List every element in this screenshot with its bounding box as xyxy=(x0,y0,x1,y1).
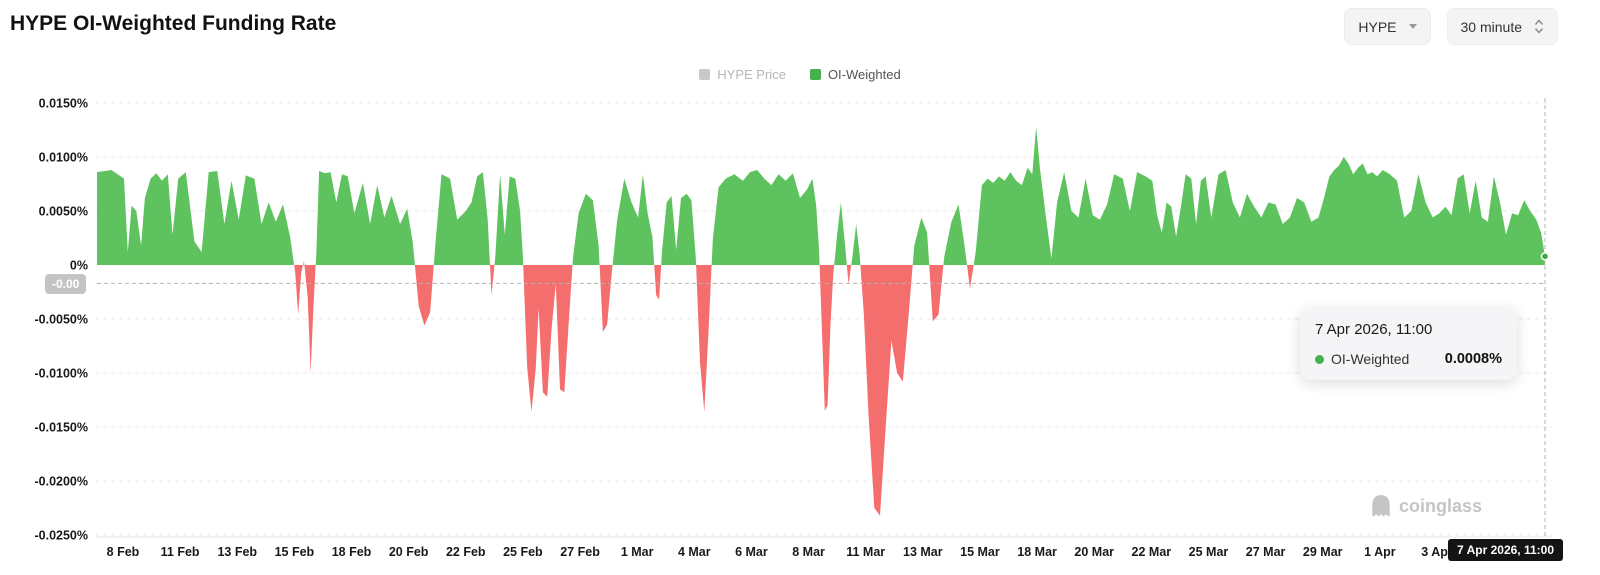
svg-text:8 Feb: 8 Feb xyxy=(107,545,140,559)
x-axis-labels: 8 Feb 11 Feb 13 Feb 15 Feb 18 Feb 20 Feb 22 Fe… xyxy=(107,545,1453,559)
svg-text:-0.0100%: -0.0100% xyxy=(34,367,88,381)
svg-text:22 Feb: 22 Feb xyxy=(446,545,486,559)
coinglass-logo-icon xyxy=(1372,495,1390,517)
crosshair xyxy=(97,98,1546,537)
chart-tooltip: 7 Apr 2026, 11:00 OI-Weighted 0.0008% xyxy=(1300,308,1517,380)
svg-text:0.0150%: 0.0150% xyxy=(39,97,88,111)
svg-text:20 Mar: 20 Mar xyxy=(1074,545,1114,559)
svg-text:0.0100%: 0.0100% xyxy=(39,151,88,165)
svg-text:0.0050%: 0.0050% xyxy=(39,205,88,219)
legend-label: HYPE Price xyxy=(717,67,786,82)
legend-item-oi-weighted[interactable]: OI-Weighted xyxy=(809,67,901,82)
svg-text:29 Mar: 29 Mar xyxy=(1303,545,1343,559)
svg-text:11 Mar: 11 Mar xyxy=(846,545,885,559)
svg-text:20 Feb: 20 Feb xyxy=(389,545,429,559)
svg-text:1 Mar: 1 Mar xyxy=(621,545,654,559)
coin-select-value: HYPE xyxy=(1358,18,1397,35)
tooltip-date: 7 Apr 2026, 11:00 xyxy=(1315,321,1433,338)
svg-text:18 Feb: 18 Feb xyxy=(332,545,372,559)
svg-text:15 Feb: 15 Feb xyxy=(275,545,315,559)
coin-select[interactable]: HYPE xyxy=(1344,8,1431,45)
svg-text:27 Mar: 27 Mar xyxy=(1246,545,1286,559)
last-point-marker xyxy=(1540,252,1550,261)
svg-text:-0.0250%: -0.0250% xyxy=(34,529,88,543)
interval-select-value: 30 minute xyxy=(1460,18,1522,35)
oi-weighted-swatch-icon xyxy=(809,69,821,80)
crosshair-y-badge: -0.00 xyxy=(45,274,87,294)
svg-text:3 Apr: 3 Apr xyxy=(1421,545,1453,559)
svg-text:25 Feb: 25 Feb xyxy=(503,545,543,559)
legend-item-hype-price[interactable]: HYPE Price xyxy=(699,67,786,82)
watermark-text: coinglass xyxy=(1398,495,1482,516)
tooltip-series-label: OI-Weighted xyxy=(1331,351,1410,367)
svg-text:-0.0150%: -0.0150% xyxy=(34,421,88,435)
tooltip-series-value: 0.0008% xyxy=(1444,351,1502,367)
watermark: coinglass xyxy=(1370,494,1482,518)
area-negative xyxy=(97,265,1545,516)
svg-text:25 Mar: 25 Mar xyxy=(1189,545,1229,559)
svg-text:6 Mar: 6 Mar xyxy=(735,545,768,559)
series-dot-icon xyxy=(1315,354,1324,364)
svg-text:-0.0050%: -0.0050% xyxy=(34,313,88,327)
area-positive xyxy=(97,126,1545,265)
svg-text:4 Mar: 4 Mar xyxy=(678,545,711,559)
interval-select[interactable]: 30 minute xyxy=(1446,8,1558,45)
svg-text:15 Mar: 15 Mar xyxy=(960,545,1000,559)
chart-controls: HYPE 30 minute xyxy=(1344,8,1558,45)
chevron-down-icon xyxy=(1408,24,1417,29)
page-title: HYPE OI-Weighted Funding Rate xyxy=(10,12,337,35)
svg-text:8 Mar: 8 Mar xyxy=(792,545,825,559)
tooltip-row: OI-Weighted 0.0008% xyxy=(1315,351,1502,367)
grid: 0.0150% 0.0100% 0.0050% 0% -0.0050% -0.0100% -… xyxy=(34,97,1552,543)
svg-text:-0.0200%: -0.0200% xyxy=(34,475,88,489)
chart-legend: HYPE Price OI-Weighted xyxy=(0,67,1600,82)
svg-text:13 Mar: 13 Mar xyxy=(903,545,943,559)
legend-label: OI-Weighted xyxy=(827,67,901,82)
crosshair-x-badge: 7 Apr 2026, 11:00 xyxy=(1448,539,1563,561)
svg-text:11 Feb: 11 Feb xyxy=(161,545,200,559)
svg-text:13 Feb: 13 Feb xyxy=(217,545,257,559)
hype-price-swatch-icon xyxy=(699,69,711,80)
up-down-stepper-icon xyxy=(1534,19,1544,34)
svg-text:27 Feb: 27 Feb xyxy=(560,545,600,559)
svg-text:22 Mar: 22 Mar xyxy=(1132,545,1172,559)
svg-text:1 Apr: 1 Apr xyxy=(1364,545,1396,559)
svg-text:18 Mar: 18 Mar xyxy=(1017,545,1057,559)
svg-text:0%: 0% xyxy=(70,259,88,273)
